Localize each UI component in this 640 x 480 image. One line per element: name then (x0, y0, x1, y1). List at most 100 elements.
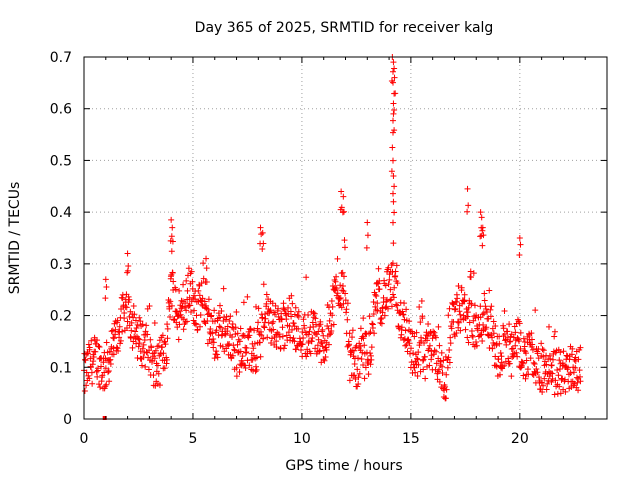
data-point (117, 337, 124, 344)
data-point (454, 295, 461, 302)
y-tick-label: 0 (63, 412, 72, 428)
data-point (446, 346, 453, 353)
data-point (436, 342, 443, 349)
data-point (361, 342, 368, 349)
data-point (314, 331, 321, 338)
data-point (341, 244, 348, 251)
data-point (356, 370, 363, 377)
data-point (538, 379, 545, 386)
data-point (390, 59, 397, 66)
data-point (134, 321, 141, 328)
data-point (487, 306, 494, 313)
data-point (109, 327, 116, 334)
data-point (386, 276, 393, 283)
data-point (391, 107, 398, 114)
data-point (202, 279, 209, 286)
data-point (489, 345, 496, 352)
data-point (373, 293, 380, 300)
data-point (390, 157, 397, 164)
data-point (446, 359, 453, 366)
data-point (354, 366, 361, 373)
data-point (574, 379, 581, 386)
data-point (479, 224, 486, 231)
data-point (168, 216, 175, 223)
data-point (197, 323, 204, 330)
data-point (231, 346, 238, 353)
data-point (464, 309, 471, 316)
data-point (390, 198, 397, 205)
data-point (311, 329, 318, 336)
data-point (530, 359, 537, 366)
data-point (442, 395, 449, 402)
data-point (436, 366, 443, 373)
data-point (102, 383, 109, 390)
data-point (167, 314, 174, 321)
data-point (175, 336, 182, 343)
data-point (391, 74, 398, 81)
data-point (523, 357, 530, 364)
data-point (495, 356, 502, 363)
data-point (486, 345, 493, 352)
data-point (390, 110, 397, 117)
data-point (184, 287, 191, 294)
data-point (169, 224, 176, 231)
data-point (520, 335, 527, 342)
data-point (454, 318, 461, 325)
data-point (250, 345, 257, 352)
data-point (548, 362, 555, 369)
data-point (339, 269, 346, 276)
x-tick-label: 5 (188, 431, 197, 447)
data-point (306, 328, 313, 335)
data-point (216, 323, 223, 330)
data-point (139, 321, 146, 328)
data-point (543, 361, 550, 368)
data-point (387, 297, 394, 304)
data-point (234, 330, 241, 337)
data-point (376, 286, 383, 293)
data-point (508, 331, 515, 338)
data-point (314, 342, 321, 349)
data-point (128, 319, 135, 326)
data-point (538, 340, 545, 347)
data-point (301, 325, 308, 332)
data-point (549, 356, 556, 363)
data-point (291, 338, 298, 345)
x-tick-label: 10 (293, 431, 311, 447)
data-point (480, 232, 487, 239)
data-point (227, 313, 234, 320)
data-point (479, 338, 486, 345)
data-point (402, 327, 409, 334)
data-point (363, 244, 370, 251)
data-point (98, 363, 105, 370)
data-point (364, 219, 371, 226)
data-point (140, 354, 147, 361)
data-point (571, 380, 578, 387)
data-point (155, 370, 162, 377)
data-point (385, 305, 392, 312)
data-point (392, 268, 399, 275)
data-point (200, 260, 207, 267)
data-point (390, 79, 397, 86)
data-point (156, 382, 163, 389)
data-point (318, 339, 325, 346)
data-point (232, 324, 239, 331)
data-point (316, 348, 323, 355)
data-point (270, 318, 277, 325)
data-point (275, 331, 282, 338)
data-point (432, 334, 439, 341)
data-point (532, 307, 539, 314)
data-point (482, 303, 489, 310)
data-point (322, 354, 329, 361)
data-point (366, 313, 373, 320)
data-point (288, 313, 295, 320)
data-point (480, 310, 487, 317)
data-point (338, 304, 345, 311)
data-point (555, 372, 562, 379)
data-point (503, 341, 510, 348)
data-point (262, 315, 269, 322)
data-point (154, 343, 161, 350)
data-point (519, 359, 526, 366)
data-point (124, 269, 131, 276)
data-point (390, 240, 397, 247)
data-point (325, 341, 332, 348)
